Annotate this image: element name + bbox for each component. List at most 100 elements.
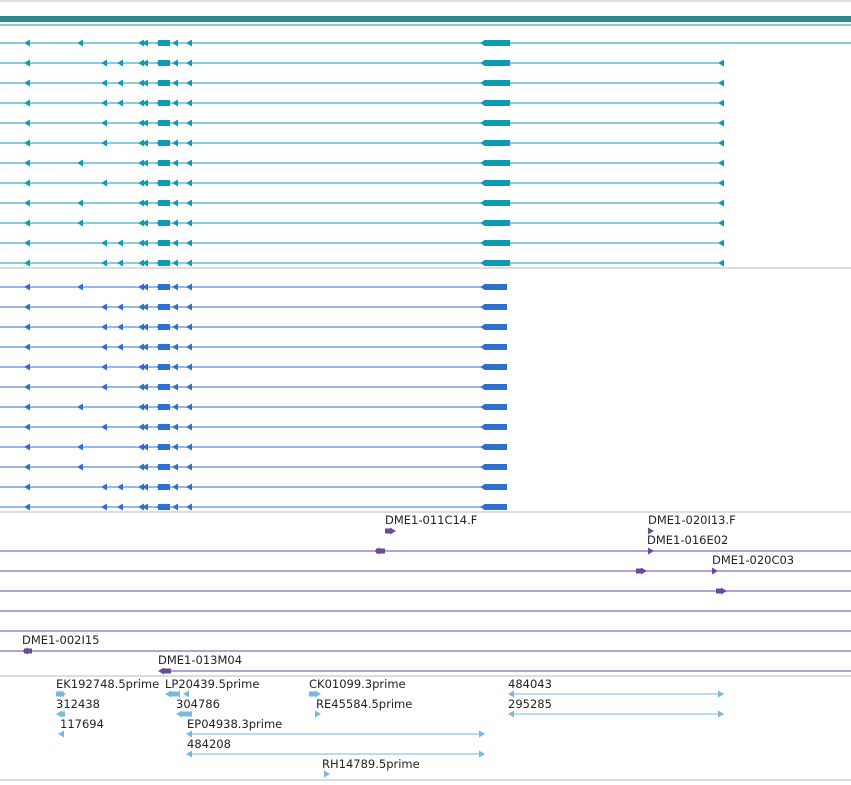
clone-label[interactable]: DME1-002I15 <box>22 633 100 647</box>
est-arrow <box>315 710 321 718</box>
exon-arrow <box>156 483 162 491</box>
exon-arrow <box>101 343 107 351</box>
exon-arrow <box>142 403 148 411</box>
exon-arrow <box>142 483 148 491</box>
exon-arrow <box>156 423 162 431</box>
est-label[interactable]: CK01099.3prime <box>309 677 406 691</box>
exon-arrow <box>186 199 192 207</box>
est-label[interactable]: EK192748.5prime <box>56 677 160 691</box>
exon-block <box>158 260 170 266</box>
exon-arrow <box>117 59 123 67</box>
clone-label[interactable]: DME1-013M04 <box>158 653 243 667</box>
est-label[interactable]: RE45584.5prime <box>316 697 413 711</box>
exon-arrow <box>480 284 485 290</box>
exon-arrow <box>142 323 148 331</box>
exon-arrow <box>186 159 192 167</box>
clone-label[interactable]: DME1-020C03 <box>712 553 795 567</box>
exon-arrow <box>24 239 30 247</box>
exon-arrow <box>156 119 162 127</box>
est-label[interactable]: RH14789.5prime <box>322 757 420 771</box>
est-label[interactable]: 295285 <box>508 697 552 711</box>
exon-block <box>158 140 170 146</box>
exon-block <box>158 384 170 390</box>
exon-arrow <box>24 79 30 87</box>
exon-arrow <box>156 199 162 207</box>
est-label[interactable]: EP04938.3prime <box>187 717 283 731</box>
exon-arrow <box>142 139 148 147</box>
exon-arrow <box>186 363 192 371</box>
exon-arrow <box>142 443 148 451</box>
exon-arrow <box>480 180 485 186</box>
exon-arrow <box>156 383 162 391</box>
exon-arrow <box>24 139 30 147</box>
exon-arrow <box>718 239 724 247</box>
exon-arrow <box>138 303 144 311</box>
exon-arrow <box>718 179 724 187</box>
exon-arrow <box>142 119 148 127</box>
exon-arrow <box>172 363 178 371</box>
est-label[interactable]: 484043 <box>508 677 552 691</box>
exon-arrow <box>138 423 144 431</box>
exon-block <box>158 120 170 126</box>
exon-arrow <box>480 444 485 450</box>
exon-arrow <box>172 119 178 127</box>
exon-arrow <box>480 240 485 246</box>
coding-exon <box>484 444 507 450</box>
coding-exon <box>484 384 507 390</box>
est-block <box>309 691 317 697</box>
est-label[interactable]: 312438 <box>56 697 100 711</box>
exon-arrow <box>156 363 162 371</box>
exon-arrow <box>156 159 162 167</box>
est-label[interactable]: 304786 <box>176 697 220 711</box>
exon-block <box>158 324 170 330</box>
clone-arrow <box>721 587 727 595</box>
exon-block <box>158 404 170 410</box>
exon-arrow <box>77 463 83 471</box>
exon-arrow <box>172 403 178 411</box>
exon-arrow <box>138 119 144 127</box>
est-label[interactable]: LP20439.5prime <box>165 677 260 691</box>
clone-label[interactable]: DME1-020I13.F <box>648 513 736 527</box>
exon-arrow <box>77 39 83 47</box>
exon-arrow <box>138 39 144 47</box>
est-arrow <box>315 690 321 698</box>
exon-arrow <box>142 423 148 431</box>
exon-arrow <box>142 179 148 187</box>
exon-arrow <box>142 383 148 391</box>
exon-arrow <box>718 159 724 167</box>
exon-arrow <box>156 79 162 87</box>
exon-arrow <box>156 219 162 227</box>
exon-arrow <box>718 219 724 227</box>
exon-arrow <box>172 99 178 107</box>
exon-arrow <box>172 179 178 187</box>
est-label[interactable]: 117694 <box>60 717 104 731</box>
exon-arrow <box>156 139 162 147</box>
coding-exon <box>484 200 510 206</box>
clone-label[interactable]: DME1-011C14.F <box>385 513 478 527</box>
clone-arrow <box>648 547 654 555</box>
exon-arrow <box>480 200 485 206</box>
exon-arrow <box>718 199 724 207</box>
exon-arrow <box>142 303 148 311</box>
exon-arrow <box>186 259 192 267</box>
exon-arrow <box>142 39 148 47</box>
exon-arrow <box>24 403 30 411</box>
exon-arrow <box>186 503 192 511</box>
exon-arrow <box>138 463 144 471</box>
exon-arrow <box>156 503 162 511</box>
exon-arrow <box>77 283 83 291</box>
exon-arrow <box>480 100 485 106</box>
exon-arrow <box>142 219 148 227</box>
exon-arrow <box>142 363 148 371</box>
coding-exon <box>484 80 510 86</box>
exon-arrow <box>24 343 30 351</box>
est-label[interactable]: 484208 <box>187 737 231 751</box>
exon-arrow <box>117 239 123 247</box>
exon-arrow <box>101 383 107 391</box>
coding-exon <box>484 240 510 246</box>
exon-arrow <box>186 730 192 738</box>
clone-label[interactable]: DME1-016E02 <box>647 533 729 547</box>
exon-arrow <box>101 363 107 371</box>
exon-arrow <box>138 59 144 67</box>
